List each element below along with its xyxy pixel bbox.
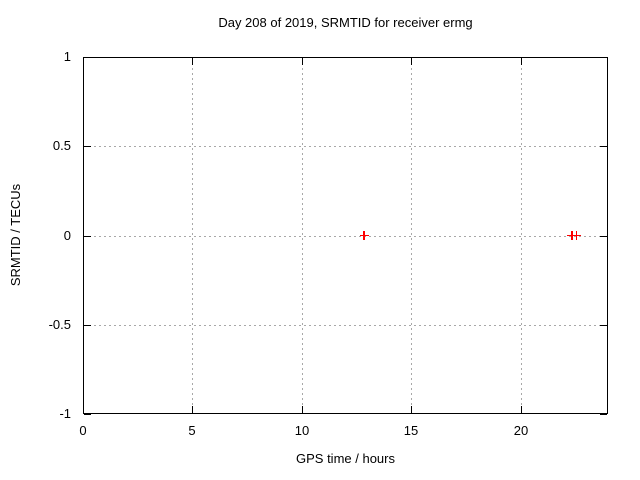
x-tick-label: 10 (294, 423, 310, 438)
y-tick-left (84, 325, 91, 326)
y-tick-label: -1 (59, 406, 71, 421)
y-tick-left (84, 57, 91, 58)
x-gridline (192, 58, 193, 413)
x-tick-label: 20 (513, 423, 529, 438)
x-tick-top (302, 58, 303, 65)
y-gridline (84, 236, 607, 237)
x-tick-bottom (192, 406, 193, 413)
x-gridline (521, 58, 522, 413)
x-tick-bottom (302, 406, 303, 413)
x-tick-bottom (83, 406, 84, 413)
y-tick-label: 1 (63, 49, 71, 64)
y-tick-right (600, 325, 607, 326)
plot-area (83, 57, 608, 414)
x-tick-top (411, 58, 412, 65)
y-tick-right (600, 146, 607, 147)
x-tick-top (521, 58, 522, 65)
x-tick-top (192, 58, 193, 65)
y-gridline (84, 146, 607, 147)
y-tick-right (600, 414, 607, 415)
y-tick-right (600, 236, 607, 237)
x-axis-label: GPS time / hours (296, 451, 395, 466)
x-tick-top (83, 58, 84, 65)
data-point-marker (359, 231, 369, 240)
x-tick-bottom (411, 406, 412, 413)
y-gridline (84, 325, 607, 326)
data-point-marker (571, 231, 581, 240)
x-tick-label: 0 (79, 423, 87, 438)
y-tick-left (84, 414, 91, 415)
chart-title: Day 208 of 2019, SRMTID for receiver erm… (218, 15, 473, 30)
x-tick-label: 15 (403, 423, 419, 438)
x-tick-label: 5 (188, 423, 196, 438)
y-tick-left (84, 236, 91, 237)
x-tick-bottom (521, 406, 522, 413)
y-tick-left (84, 146, 91, 147)
x-gridline (302, 58, 303, 413)
y-tick-label: 0.5 (52, 138, 71, 153)
x-gridline (411, 58, 412, 413)
y-tick-right (600, 57, 607, 58)
y-tick-label: -0.5 (48, 317, 71, 332)
y-tick-label: 0 (63, 228, 71, 243)
y-axis-label: SRMTID / TECUs (8, 183, 23, 287)
